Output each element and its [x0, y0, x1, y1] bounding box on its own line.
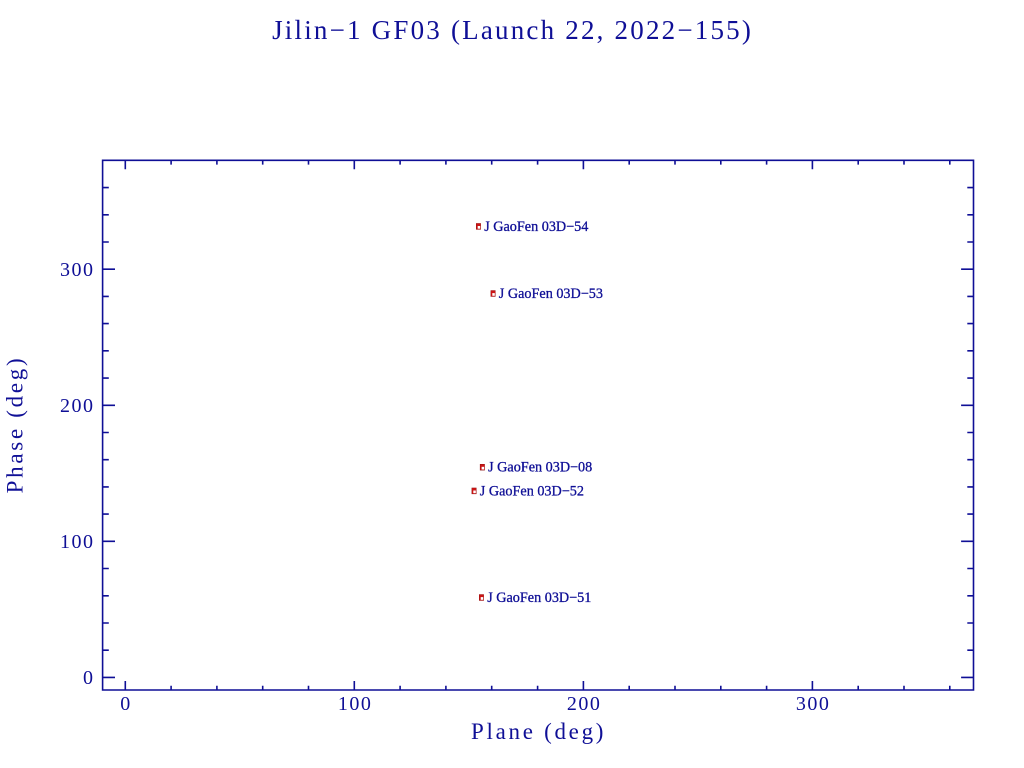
svg-text:Phase (deg): Phase (deg)	[3, 356, 28, 494]
svg-text:300: 300	[796, 693, 831, 715]
svg-text:J GaoFen 03D−51: J GaoFen 03D−51	[487, 590, 591, 606]
svg-text:Plane (deg): Plane (deg)	[471, 719, 606, 744]
svg-text:0: 0	[83, 667, 95, 689]
svg-text:J GaoFen 03D−54: J GaoFen 03D−54	[484, 219, 588, 235]
svg-text:200: 200	[567, 693, 602, 715]
svg-text:J GaoFen 03D−53: J GaoFen 03D−53	[499, 286, 603, 302]
svg-text:300: 300	[60, 259, 95, 281]
svg-text:200: 200	[60, 395, 95, 417]
svg-text:Jilin−1 GF03 (Launch 22, 2022−: Jilin−1 GF03 (Launch 22, 2022−155)	[272, 15, 753, 45]
svg-text:100: 100	[338, 693, 373, 715]
svg-text:J GaoFen 03D−08: J GaoFen 03D−08	[488, 460, 592, 476]
svg-text:100: 100	[60, 531, 95, 553]
svg-text:0: 0	[120, 693, 132, 715]
svg-text:J GaoFen 03D−52: J GaoFen 03D−52	[480, 483, 584, 499]
